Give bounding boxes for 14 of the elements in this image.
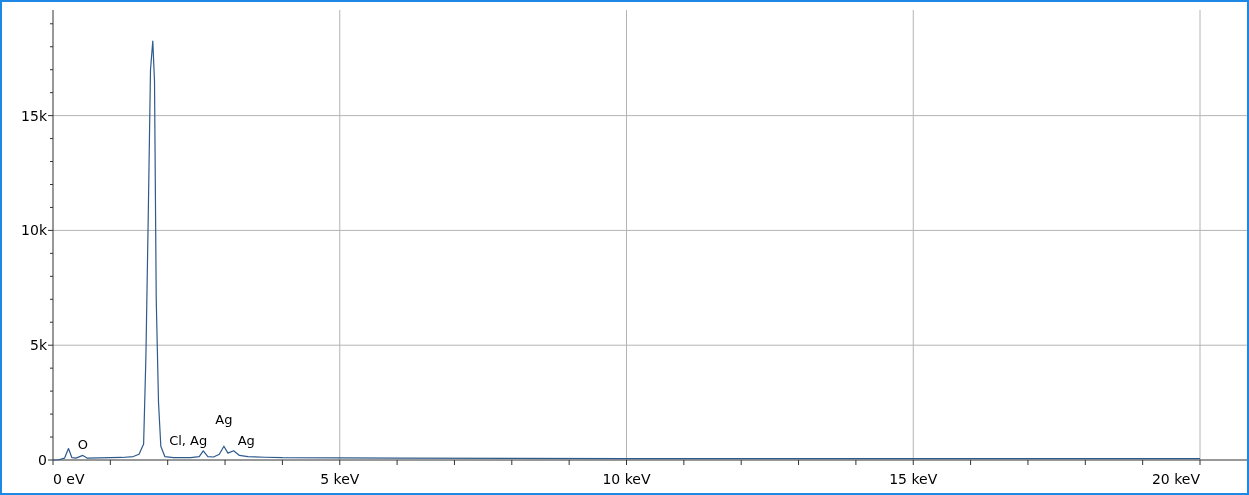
x-tick-label: 5 keV — [320, 471, 360, 487]
x-tick-label: 20 keV — [1151, 471, 1201, 487]
annotation: Ag — [237, 432, 255, 448]
x-tick-label: 15 keV — [889, 471, 938, 487]
annotation: Ag — [215, 412, 233, 428]
x-tick-label: 0 eV — [53, 471, 85, 487]
x-tick-label: 10 keV — [602, 471, 651, 487]
y-tick-label: 15k — [21, 107, 48, 124]
annotation: O — [77, 437, 88, 453]
y-tick-label: 5k — [29, 337, 48, 354]
y-tick-label: 10k — [21, 222, 48, 239]
annotation: Cl, Ag — [169, 432, 208, 448]
line-series — [52, 40, 1201, 461]
y-tick-label: 0 — [38, 451, 47, 468]
